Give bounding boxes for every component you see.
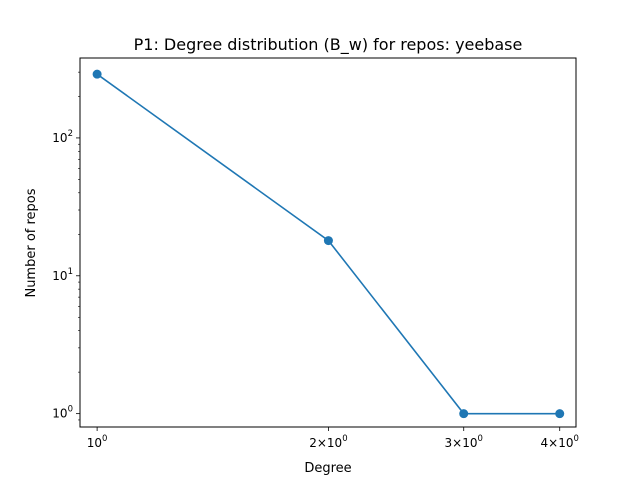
data-point bbox=[555, 409, 565, 419]
plot-frame bbox=[79, 57, 577, 428]
y-axis-label: Number of repos bbox=[24, 188, 39, 297]
data-point bbox=[459, 409, 469, 419]
x-tick-label: 3×100 bbox=[445, 434, 483, 450]
x-axis-label: Degree bbox=[304, 461, 351, 476]
x-tick-label: 2×100 bbox=[309, 434, 347, 450]
series-layer bbox=[92, 69, 565, 419]
data-point bbox=[92, 69, 102, 79]
chart-title: P1: Degree distribution (B_w) for repos:… bbox=[134, 35, 523, 55]
data-point bbox=[323, 236, 333, 246]
series-line bbox=[96, 73, 560, 415]
x-tick-label: 4×100 bbox=[541, 434, 579, 450]
